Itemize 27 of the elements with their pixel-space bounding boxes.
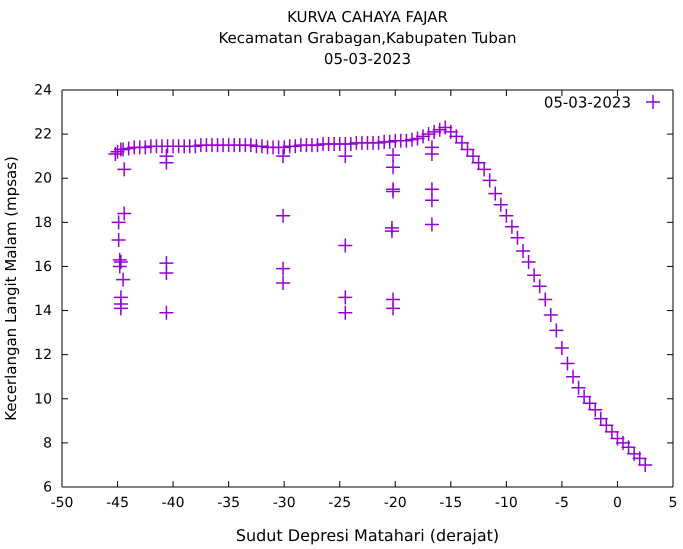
x-tick-label: 5 (668, 494, 678, 511)
y-tick-label: 16 (34, 258, 52, 275)
y-tick-label: 20 (34, 170, 52, 187)
x-tick-label: -40 (162, 494, 185, 511)
x-axis-title: Sudut Depresi Matahari (derajat) (236, 526, 500, 545)
y-tick-label: 12 (34, 347, 52, 364)
legend-label: 05-03-2023 (544, 93, 631, 112)
x-tick-label: -5 (554, 494, 569, 511)
y-tick-label: 8 (43, 435, 52, 452)
x-tick-label: -15 (439, 494, 462, 511)
x-tick-label: -25 (328, 494, 352, 511)
y-tick-label: 18 (34, 214, 52, 231)
y-tick-label: 22 (34, 126, 52, 143)
x-tick-label: -20 (384, 494, 407, 511)
y-tick-label: 24 (34, 82, 52, 98)
y-axis-title: Kecerlangan Langit Malam (mpsas) (2, 156, 20, 421)
chart-title: KURVA CAHAYA FAJAR (287, 8, 448, 26)
y-tick-label: 14 (34, 303, 52, 320)
x-tick-label: -45 (106, 494, 129, 511)
x-tick-label: -10 (494, 494, 518, 511)
x-tick-label: 0 (612, 494, 622, 511)
chart-subtitle: Kecamatan Grabagan,Kabupaten Tuban 05-03-2023 (218, 29, 517, 68)
y-tick-label: 10 (34, 391, 52, 408)
y-tick-label: 6 (43, 479, 52, 496)
x-tick-label: -35 (217, 494, 240, 511)
x-tick-label: -50 (50, 494, 74, 511)
x-tick-label: -30 (272, 494, 296, 511)
